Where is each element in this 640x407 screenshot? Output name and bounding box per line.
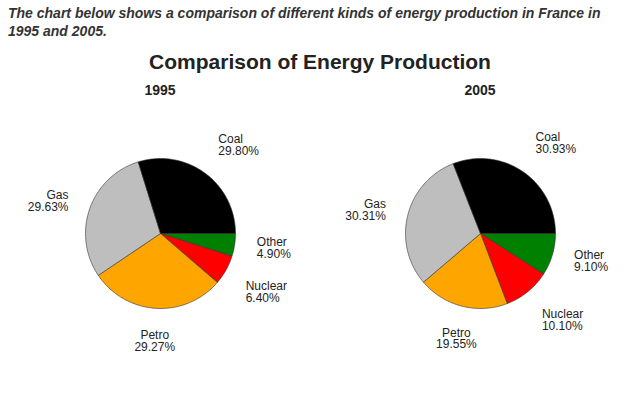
- svg-text:Petro29.27%: Petro29.27%: [134, 328, 175, 354]
- svg-text:Gas30.31%: Gas30.31%: [345, 197, 386, 223]
- svg-text:Other4.90%: Other4.90%: [257, 235, 291, 261]
- html-text:The chart below shows a compar: The chart below shows a comparison of di…: [8, 5, 601, 39]
- svg-text:Other9.10%: Other9.10%: [574, 248, 608, 274]
- svg-text:Coal29.80%: Coal29.80%: [218, 132, 259, 158]
- html-text:1995: 1995: [144, 82, 176, 98]
- svg-text:Nuclear10.10%: Nuclear10.10%: [542, 307, 583, 333]
- svg-text:Petro19.55%: Petro19.55%: [436, 325, 477, 351]
- html-text:Comparison of Energy Productio: Comparison of Energy Production: [149, 50, 491, 73]
- html-text:2005: 2005: [464, 82, 496, 98]
- svg-text:Nuclear6.40%: Nuclear6.40%: [246, 279, 287, 305]
- svg-text:Gas29.63%: Gas29.63%: [28, 188, 69, 214]
- svg-text:Coal30.93%: Coal30.93%: [535, 130, 576, 156]
